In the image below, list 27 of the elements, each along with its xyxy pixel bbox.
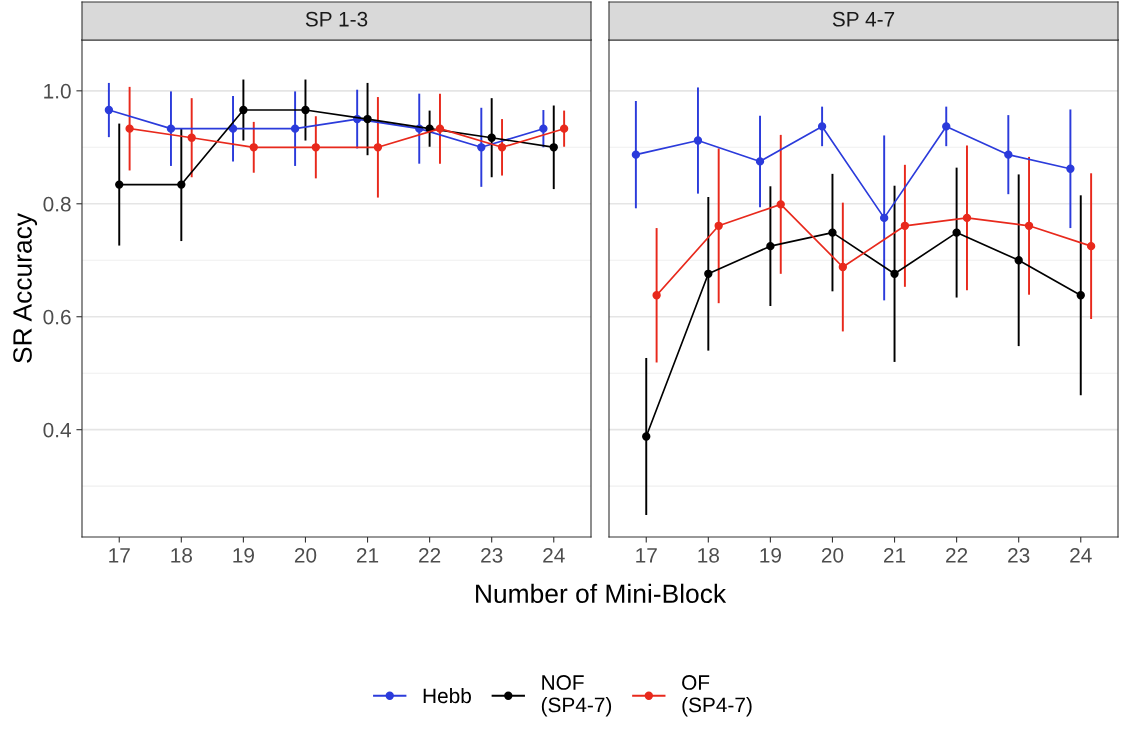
- x-tick-label: 22: [419, 547, 441, 563]
- x-tick-label: 23: [481, 547, 503, 563]
- legend-label: OF (SP4-7): [682, 675, 752, 717]
- x-tick-label: 23: [1008, 547, 1030, 563]
- x-tick-label: 18: [698, 547, 719, 563]
- x-axis-title: Number of Mini-Block: [476, 583, 727, 604]
- x-tick-label: 17: [636, 548, 657, 563]
- x-tick-label: 20: [294, 547, 317, 563]
- legend-label: NOF (SP4-7): [541, 675, 612, 717]
- x-tick-label: 17: [109, 548, 130, 563]
- y-tick-label: 0.8: [43, 196, 71, 212]
- y-tick-label: 0.4: [43, 422, 71, 438]
- x-tick-label: 21: [357, 547, 379, 563]
- y-tick-label: 0.6: [43, 309, 71, 325]
- y-tick-label: 1.0: [44, 83, 71, 99]
- x-tick-label: 22: [946, 547, 968, 563]
- x-tick-label: 24: [543, 547, 565, 563]
- x-tick-label: 24: [1070, 547, 1092, 563]
- y-axis-title: SR Accuracy: [13, 213, 38, 363]
- chart-title: SP 4-7: [832, 11, 895, 27]
- chart-title: SP 1-3: [305, 11, 368, 27]
- x-tick-label: 18: [171, 547, 192, 563]
- x-tick-label: 19: [760, 547, 781, 563]
- x-tick-label: 19: [233, 547, 254, 563]
- legend-label: Hebb: [423, 687, 471, 704]
- x-tick-label: 20: [821, 547, 844, 563]
- x-tick-label: 21: [884, 547, 906, 563]
